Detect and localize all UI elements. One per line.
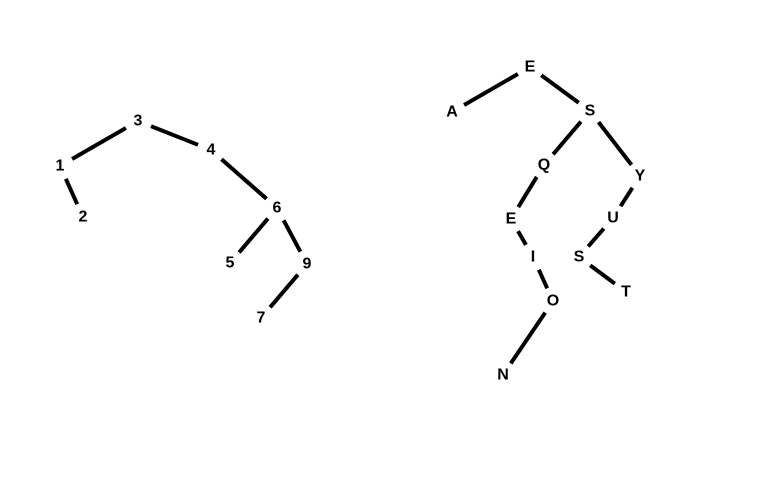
node-T: T (621, 284, 631, 301)
node-1: 1 (56, 158, 65, 175)
edge-3-4 (150, 124, 199, 147)
edge-3-1 (71, 126, 127, 161)
node-S: S (574, 249, 585, 266)
node-Y: Y (635, 168, 646, 185)
node-E: E (506, 211, 517, 228)
node-3: 3 (134, 113, 143, 130)
node-Q: Q (538, 157, 550, 174)
node-U: U (607, 210, 619, 227)
edge-E-I (516, 230, 528, 246)
left-tree: 3 1 2 4 6 5 9 7 (56, 113, 312, 327)
edge-Q-E (516, 175, 539, 209)
edge-9-7 (268, 273, 300, 309)
edge-O-N (509, 311, 547, 365)
edge-6-5 (237, 217, 270, 254)
node-E: E (525, 59, 536, 76)
edge-E-S (540, 73, 580, 105)
node-5: 5 (226, 255, 235, 272)
edge-S-T (589, 263, 616, 286)
node-2: 2 (79, 209, 88, 226)
node-N: N (497, 367, 509, 384)
edge-4-6 (220, 157, 268, 201)
edge-E-A (463, 72, 519, 107)
right-tree: E A S Q Y E U I S T O N (446, 59, 645, 384)
node-I: I (531, 249, 535, 266)
edge-6-9 (281, 219, 303, 253)
edge-I-O (536, 268, 550, 290)
edge-Y-U (618, 186, 635, 208)
edge-U-S (586, 227, 606, 248)
node-4: 4 (207, 142, 216, 159)
edge-1-2 (63, 177, 80, 206)
edge-S-Q (551, 120, 583, 156)
node-O: O (547, 293, 559, 310)
node-9: 9 (303, 256, 312, 273)
node-A: A (446, 104, 458, 121)
node-6: 6 (273, 200, 282, 217)
node-7: 7 (257, 310, 266, 327)
edge-S-Y (596, 120, 634, 167)
node-S: S (585, 103, 596, 120)
